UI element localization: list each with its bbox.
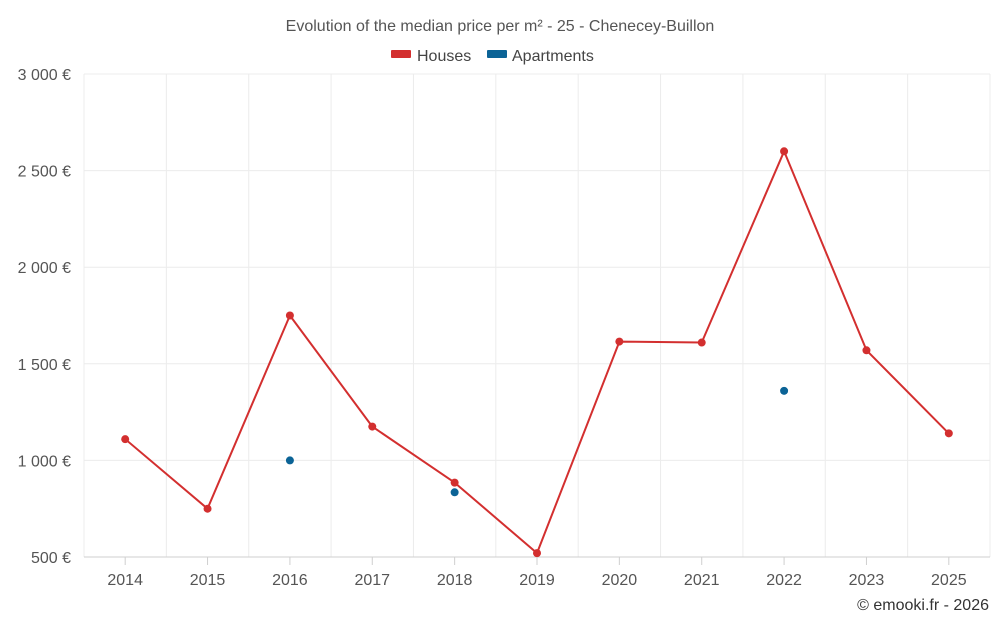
x-tick-label: 2022 xyxy=(766,572,802,589)
legend: Houses Apartments xyxy=(391,48,594,65)
y-tick-label: 3 000 € xyxy=(18,67,71,84)
data-point-houses[interactable] xyxy=(615,337,624,346)
data-point-houses[interactable] xyxy=(533,549,541,558)
legend-swatch-houses xyxy=(391,50,411,58)
data-point-apartments[interactable] xyxy=(450,488,459,497)
series-houses xyxy=(121,147,953,558)
legend-label-houses: Houses xyxy=(417,48,471,65)
data-point-houses[interactable] xyxy=(368,422,377,431)
x-tick-label: 2020 xyxy=(602,572,638,589)
y-tick-label: 1 500 € xyxy=(18,357,71,374)
series-apartments xyxy=(285,386,789,497)
x-tick-label: 2019 xyxy=(519,572,555,589)
legend-label-apartments: Apartments xyxy=(512,48,594,65)
x-tick-label: 2023 xyxy=(849,572,885,589)
data-point-apartments[interactable] xyxy=(285,456,294,465)
data-point-houses[interactable] xyxy=(121,435,130,444)
y-tick-label: 2 500 € xyxy=(18,164,71,181)
legend-swatch-apartments xyxy=(487,50,507,58)
series-layer xyxy=(121,147,953,558)
y-axis-ticks: 500 € 1 000 € 1 500 € 2 000 € 2 500 € 3 000 € xyxy=(18,67,71,567)
x-tick-label: 2017 xyxy=(354,572,390,589)
x-tick-label: 2014 xyxy=(107,572,143,589)
data-point-houses[interactable] xyxy=(285,311,294,320)
x-tick-label: 2025 xyxy=(931,572,967,589)
x-tick-label: 2021 xyxy=(684,572,720,589)
x-tick-label: 2015 xyxy=(190,572,226,589)
legend-item-houses[interactable]: Houses xyxy=(391,48,471,65)
data-point-houses[interactable] xyxy=(697,338,706,347)
data-point-houses[interactable] xyxy=(780,147,789,156)
data-point-houses[interactable] xyxy=(862,346,871,355)
data-point-apartments[interactable] xyxy=(780,386,789,395)
x-axis-ticks: 2014 2015 2016 2017 2018 2019 2020 2021 2022 2023… xyxy=(107,557,967,589)
chart-title: Evolution of the median price per m² - 2… xyxy=(286,18,715,35)
data-point-houses[interactable] xyxy=(450,478,459,487)
y-tick-label: 500 € xyxy=(31,550,71,567)
gridlines xyxy=(83,73,991,558)
data-point-houses[interactable] xyxy=(944,429,953,438)
y-tick-label: 2 000 € xyxy=(18,260,71,277)
legend-item-apartments[interactable]: Apartments xyxy=(487,48,594,65)
x-tick-label: 2016 xyxy=(272,572,308,589)
data-point-houses[interactable] xyxy=(203,504,212,513)
x-tick-label: 2018 xyxy=(437,572,473,589)
y-tick-label: 1 000 € xyxy=(18,453,71,470)
credit-text: © emooki.fr - 2026 xyxy=(857,597,989,614)
